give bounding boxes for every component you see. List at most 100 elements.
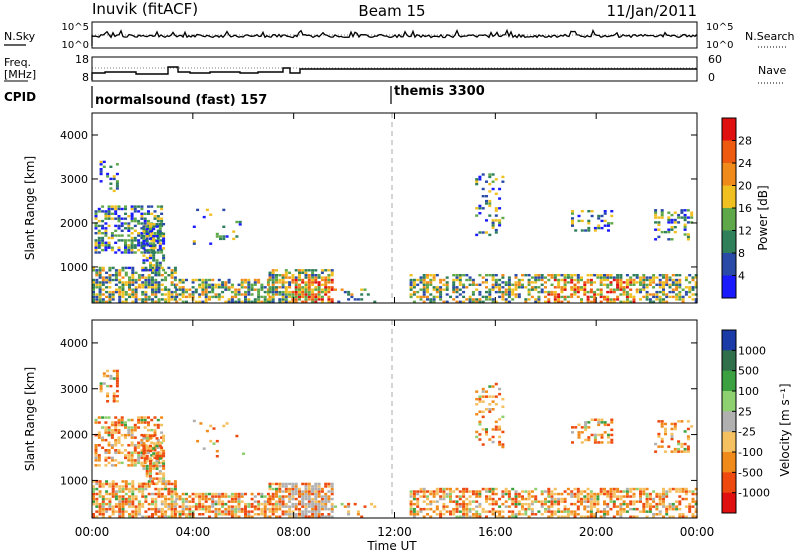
heatmap-cell <box>94 433 98 437</box>
heatmap-cell <box>488 233 492 237</box>
colorbar-tick-label: 12 <box>738 225 752 238</box>
heatmap-cell <box>478 423 482 426</box>
heatmap-cell <box>655 276 659 279</box>
heatmap-cell <box>498 440 502 444</box>
heatmap-cell <box>498 221 502 224</box>
heatmap-cell <box>152 442 156 445</box>
heatmap-cell <box>130 244 134 247</box>
heatmap-cell <box>606 495 610 498</box>
heatmap-cell <box>662 492 665 496</box>
heatmap-cell <box>158 232 162 235</box>
heatmap-cell <box>684 515 688 518</box>
heatmap-cell <box>101 515 105 518</box>
heatmap-cell <box>409 293 413 296</box>
heatmap-cell <box>140 454 144 457</box>
heatmap-cell <box>162 482 166 485</box>
heatmap-cell <box>230 295 234 299</box>
heatmap-cell <box>576 490 580 493</box>
heatmap-cell <box>625 490 629 493</box>
heatmap-cell <box>101 293 105 296</box>
heatmap-cell <box>442 490 446 493</box>
heatmap-cell <box>151 502 154 506</box>
heatmap-cell <box>468 515 472 518</box>
heatmap-cell <box>514 492 518 496</box>
heatmap-cell <box>98 274 102 277</box>
heatmap-cell <box>445 300 449 303</box>
heatmap-cell <box>429 500 433 503</box>
heatmap-cell <box>170 515 174 518</box>
heatmap-cell <box>478 298 482 301</box>
heatmap-cell <box>208 492 211 496</box>
heatmap-cell <box>144 266 148 270</box>
heatmap-cell <box>629 507 633 511</box>
heatmap-cell <box>580 210 584 213</box>
heatmap-cell <box>145 239 149 243</box>
heatmap-cell <box>121 288 125 291</box>
heatmap-cell <box>475 300 479 303</box>
heatmap-cell <box>115 182 119 185</box>
heatmap-cell <box>593 438 597 442</box>
heatmap-cell <box>324 269 328 272</box>
heatmap-cell <box>491 221 495 224</box>
heatmap-cell <box>164 495 168 498</box>
heatmap-cell <box>494 214 498 217</box>
heatmap-cell <box>257 507 261 511</box>
heatmap-cell <box>314 288 318 291</box>
heatmap-cell <box>311 490 315 493</box>
heatmap-cell <box>298 510 301 513</box>
heatmap-cell <box>278 482 282 486</box>
heatmap-cell <box>153 232 157 235</box>
heatmap-cell <box>307 276 311 279</box>
heatmap-cell <box>694 515 698 518</box>
heatmap-cell <box>151 492 154 496</box>
heatmap-cell <box>507 290 511 294</box>
heatmap-cell <box>191 500 195 503</box>
heatmap-cell <box>268 502 272 506</box>
heatmap-cell <box>108 505 112 508</box>
heatmap-cell <box>504 298 508 301</box>
heatmap-cell <box>330 490 334 493</box>
heatmap-cell <box>112 397 116 400</box>
heatmap-cell <box>573 274 577 277</box>
heatmap-cell <box>514 500 518 503</box>
heatmap-cell <box>409 492 413 496</box>
heatmap-cell <box>593 226 597 230</box>
heatmap-cell <box>599 300 603 303</box>
heatmap-cell <box>118 497 122 501</box>
heatmap-cell <box>201 502 205 506</box>
heatmap-cell <box>606 490 610 493</box>
heatmap-cell <box>178 510 182 513</box>
heatmap-cell <box>488 410 492 413</box>
heatmap-cell <box>104 244 108 247</box>
heatmap-cell <box>214 502 218 506</box>
heatmap-cell <box>127 428 131 432</box>
heatmap-cell <box>105 295 109 299</box>
heatmap-cell <box>662 497 665 501</box>
heatmap-cell <box>131 278 135 282</box>
heatmap-cell <box>662 505 665 508</box>
heatmap-cell <box>268 276 272 279</box>
heatmap-cell <box>152 242 156 245</box>
heatmap-cell <box>102 372 106 375</box>
heatmap-cell <box>304 513 308 516</box>
heatmap-cell <box>686 238 690 241</box>
heatmap-cell <box>154 513 158 516</box>
heatmap-cell <box>268 510 272 513</box>
heatmap-cell <box>671 295 675 299</box>
heatmap-cell <box>145 249 149 252</box>
heatmap-cell <box>540 500 544 503</box>
heatmap-cell <box>603 502 606 506</box>
heatmap-cell <box>198 507 202 511</box>
heatmap-cell <box>435 290 439 294</box>
heatmap-cell <box>154 497 158 501</box>
heatmap-cell <box>152 462 156 465</box>
heatmap-cell <box>426 507 429 511</box>
x-tick-label: 04:00 <box>176 525 211 539</box>
heatmap-cell <box>257 298 261 301</box>
heatmap-cell <box>607 222 610 225</box>
heatmap-cell <box>645 283 649 286</box>
heatmap-cell <box>491 428 495 431</box>
heatmap-cell <box>149 469 152 473</box>
heatmap-cell <box>694 300 698 303</box>
heatmap-cell <box>577 423 581 427</box>
